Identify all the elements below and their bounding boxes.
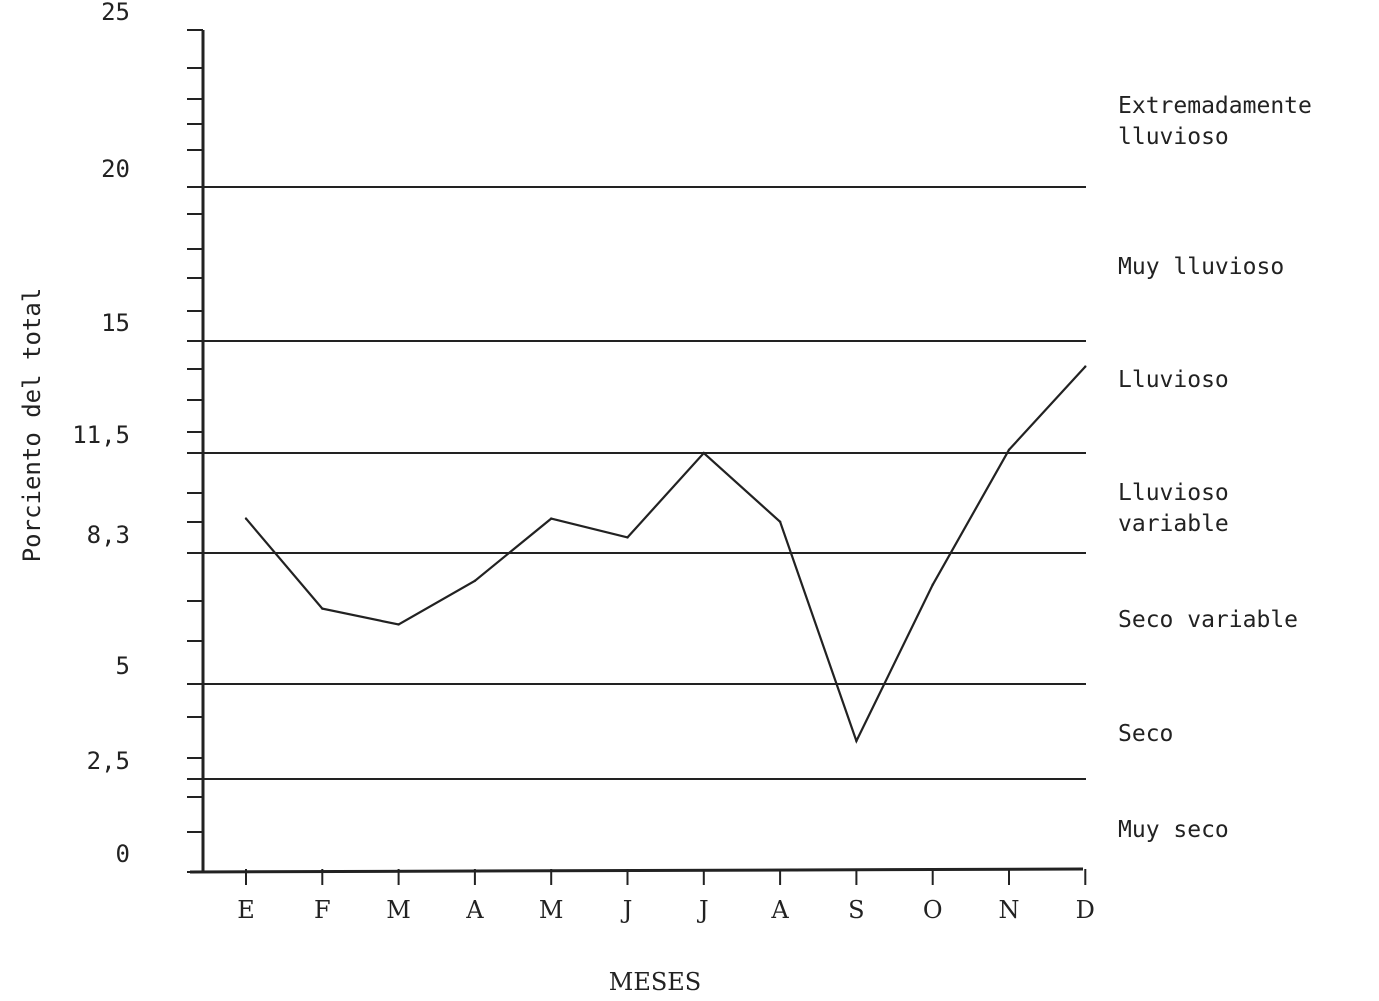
threshold-lines bbox=[203, 186, 1086, 780]
x-axis-title: MESES bbox=[609, 968, 702, 996]
data-point bbox=[855, 739, 858, 743]
band-label: Lluvioso bbox=[1118, 367, 1229, 393]
y-tick-label: 11,5 bbox=[72, 421, 130, 449]
data-point bbox=[550, 517, 553, 520]
x-tick-label: M bbox=[386, 896, 411, 924]
series-group bbox=[244, 365, 1087, 744]
data-point bbox=[626, 536, 629, 539]
x-tick-label: A bbox=[465, 896, 484, 924]
x-tick-label: O bbox=[923, 896, 943, 924]
band-label: Muy seco bbox=[1118, 817, 1229, 843]
y-tick-label: 25 bbox=[101, 0, 130, 26]
data-point bbox=[1007, 448, 1011, 451]
x-tick-label: J bbox=[696, 896, 709, 924]
y-tick-label: 8,3 bbox=[87, 521, 130, 549]
y-tick-label: 5 bbox=[116, 652, 130, 680]
x-tick-label: M bbox=[539, 896, 564, 924]
x-tick-label: A bbox=[770, 896, 789, 924]
x-tick-label: E bbox=[237, 896, 255, 924]
band-label: Muy lluvioso bbox=[1118, 254, 1284, 280]
data-point bbox=[931, 583, 934, 586]
x-tick-label: F bbox=[314, 896, 331, 924]
series-line bbox=[245, 365, 1087, 744]
y-axis-title: Porciento del total bbox=[18, 288, 46, 563]
data-point bbox=[778, 520, 782, 523]
band-label: Seco variable bbox=[1118, 607, 1298, 633]
y-tick-label: 0 bbox=[116, 840, 130, 868]
band-labels: Extremadamente lluvioso Muy lluvioso Lluvio… bbox=[1118, 93, 1312, 843]
x-tick-label: J bbox=[620, 896, 633, 924]
y-tick-label: 15 bbox=[101, 309, 130, 337]
data-point bbox=[473, 579, 477, 582]
band-label: Lluvioso variable bbox=[1118, 480, 1229, 537]
data-point bbox=[321, 607, 324, 610]
data-point bbox=[397, 623, 400, 626]
x-tick-label: N bbox=[999, 896, 1020, 924]
y-tick-label: 20 bbox=[101, 155, 130, 183]
band-label: Extremadamente lluvioso bbox=[1118, 93, 1312, 150]
y-axis: 0 2,5 5 8,3 11,5 15 20 25 bbox=[72, 0, 205, 873]
x-axis-line bbox=[189, 867, 1084, 874]
data-point bbox=[702, 451, 705, 455]
data-point bbox=[244, 517, 248, 520]
x-tick-label: S bbox=[848, 896, 864, 924]
y-tick-label: 2,5 bbox=[87, 747, 130, 775]
band-label: Seco bbox=[1118, 721, 1173, 747]
data-point bbox=[1084, 365, 1087, 368]
x-tick-label: D bbox=[1076, 896, 1095, 924]
